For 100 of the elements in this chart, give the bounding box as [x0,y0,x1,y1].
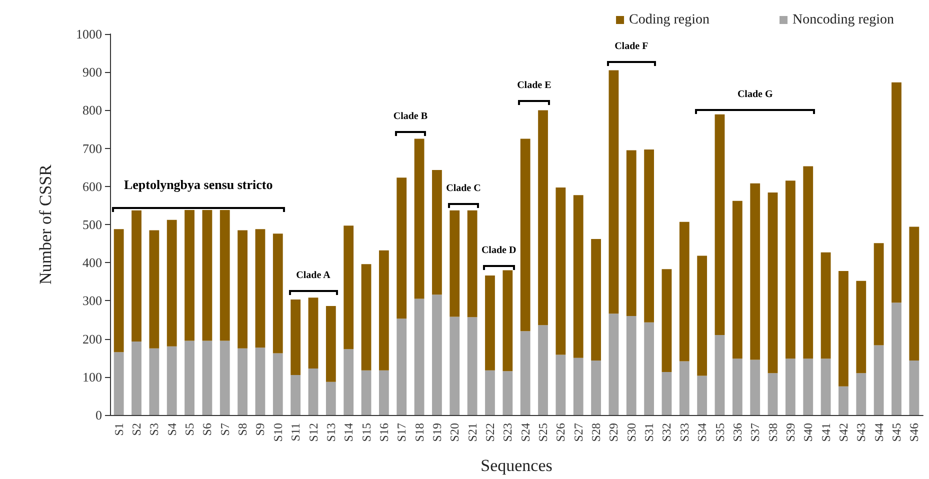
bar [220,340,230,415]
bar [166,346,177,415]
bar [202,340,212,415]
bar [608,314,619,415]
bar [803,358,814,415]
annotation: Clade E [517,80,552,91]
bar [485,370,495,415]
bar [149,230,160,348]
x-tick-label: S28 [589,423,604,442]
x-tick-label: S18 [412,423,426,442]
legend-label: Noncoding region [792,12,894,28]
x-tick-label: S26 [554,423,568,442]
bar [326,306,336,382]
bar [114,352,124,415]
x-tick-label: S40 [801,423,816,442]
y-tick-label: 900 [82,64,102,80]
x-tick-label: S29 [606,423,621,442]
y-tick-label: 800 [82,102,102,118]
x-tick-label: S2 [130,423,144,436]
bar [838,386,848,415]
bar [714,114,725,335]
bar [361,370,372,415]
bar [626,150,636,316]
bar [326,382,336,415]
bar [856,280,866,374]
x-tick-label: S45 [889,423,904,442]
bar [803,166,814,359]
bar [538,110,548,326]
x-tick-label: S6 [200,423,214,436]
bar [768,192,778,374]
bar [396,318,407,415]
x-tick-label: S34 [695,423,710,442]
y-tick-label: 300 [82,293,102,308]
x-tick-label: S20 [448,423,462,442]
bar [290,300,301,375]
annotation: Clade B [393,111,428,122]
bar [290,374,301,415]
x-tick-label: S4 [164,423,179,436]
bar [432,294,442,415]
bar [255,348,266,415]
bar [538,325,548,415]
x-tick-label: S27 [571,423,586,442]
bar [220,210,230,341]
annotation: Clade A [296,270,330,281]
bar [502,371,513,415]
bar [467,210,478,318]
bar [378,250,389,370]
x-tick-label: S46 [907,423,922,442]
annotation: Leptolyngbya sensu stricto [124,177,273,192]
bar [378,370,389,415]
x-tick-label: S25 [536,423,550,442]
bar [149,348,160,415]
bar [732,358,742,415]
x-tick-label: S19 [430,423,444,442]
y-tick-label: 400 [82,255,102,270]
bar [344,349,354,415]
x-tick-label: S1 [112,423,126,436]
bar [450,210,460,317]
y-tick-label: 700 [82,140,102,156]
bar [856,373,866,415]
y-axis-title: Number of CSSR [36,164,55,284]
x-tick-label: S38 [766,423,780,442]
bar [573,358,584,415]
bar [184,210,194,341]
bar [432,170,442,295]
bar [750,183,760,360]
x-tick-label: S22 [482,423,497,442]
bar [361,264,372,370]
bar [892,82,902,303]
y-tick-label: 0 [96,408,102,422]
bar [238,348,248,415]
bar [874,243,884,346]
bar [644,322,654,415]
bar [344,226,354,350]
bar [662,269,672,372]
x-tick-label: S35 [712,423,727,442]
x-tick-label: S30 [624,423,638,442]
y-tick-label: 1000 [76,26,102,42]
x-tick-label: S16 [376,423,391,442]
y-tick-label: 500 [82,217,102,232]
x-tick-label: S44 [872,423,886,442]
x-tick-label: S32 [660,423,674,442]
x-tick-label: S3 [147,423,162,436]
x-tick-label: S24 [518,423,532,442]
bar [785,180,796,359]
bar [114,229,124,352]
x-tick-label: S12 [306,423,320,442]
x-tick-label: S9 [253,423,268,436]
x-tick-label: S43 [854,423,868,442]
x-tick-label: S37 [748,423,762,442]
bar [272,353,283,415]
bar [644,149,654,322]
x-tick-label: S5 [182,423,197,436]
bar [255,229,266,348]
bar [697,376,708,415]
x-tick-label: S8 [236,423,250,436]
bar [591,360,601,415]
bar [502,270,513,372]
bar [308,298,318,369]
bar [626,316,636,415]
